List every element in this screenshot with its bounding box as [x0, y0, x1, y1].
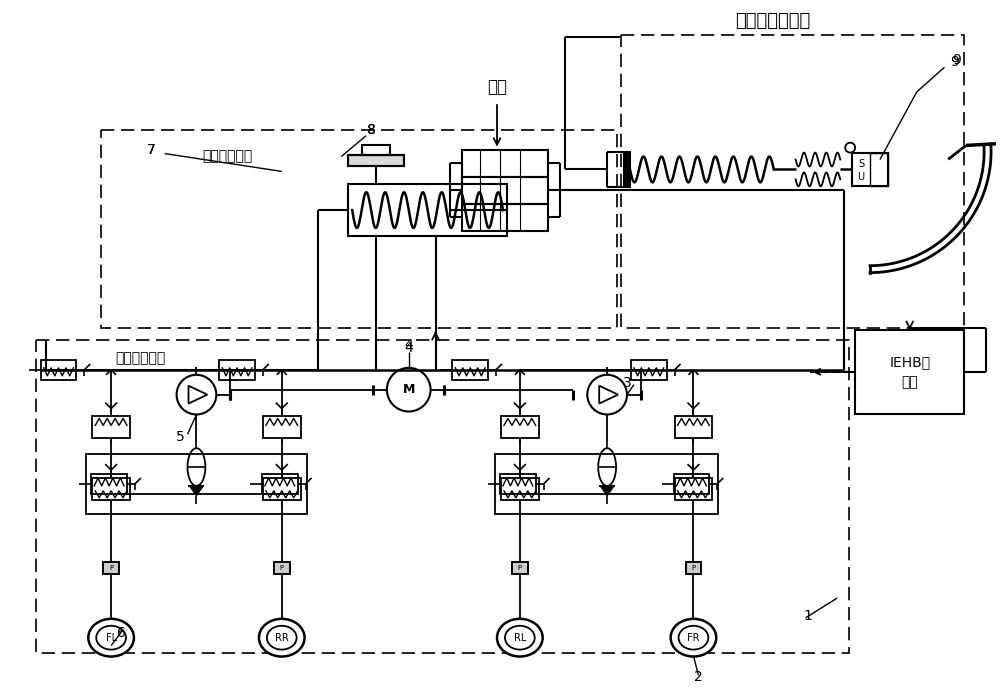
Text: 7: 7 — [146, 142, 155, 156]
Text: 供电: 供电 — [487, 78, 507, 96]
Text: 7: 7 — [146, 142, 155, 156]
Text: 9: 9 — [952, 53, 961, 67]
Text: 制器: 制器 — [901, 375, 918, 389]
Polygon shape — [189, 486, 203, 496]
Text: P: P — [518, 565, 522, 571]
Text: 电动建压装置: 电动建压装置 — [202, 149, 253, 163]
Text: IEHB控: IEHB控 — [889, 355, 930, 369]
Polygon shape — [686, 563, 701, 574]
Ellipse shape — [497, 619, 543, 657]
Text: 9: 9 — [950, 55, 959, 69]
Text: 4: 4 — [404, 338, 413, 352]
Text: 4: 4 — [404, 341, 413, 355]
Text: 踏板行程模拟器: 踏板行程模拟器 — [735, 12, 810, 29]
Text: S: S — [858, 159, 864, 170]
Text: 3: 3 — [623, 376, 631, 389]
Text: RL: RL — [514, 632, 526, 643]
Ellipse shape — [259, 619, 305, 657]
Text: P: P — [109, 565, 113, 571]
Text: FR: FR — [687, 632, 700, 643]
Polygon shape — [348, 154, 404, 166]
Text: 2: 2 — [694, 670, 703, 684]
Text: P: P — [691, 565, 696, 571]
Polygon shape — [624, 151, 630, 187]
Text: FL: FL — [106, 632, 117, 643]
Text: 6: 6 — [117, 625, 125, 640]
Polygon shape — [512, 563, 528, 574]
Polygon shape — [103, 563, 119, 574]
Text: 液压调节单元: 液压调节单元 — [115, 351, 165, 365]
Text: M: M — [403, 383, 415, 396]
Text: U: U — [858, 172, 865, 182]
Text: 8: 8 — [367, 123, 375, 137]
Ellipse shape — [88, 619, 134, 657]
Ellipse shape — [671, 619, 716, 657]
Text: 5: 5 — [176, 430, 185, 445]
Text: P: P — [280, 565, 284, 571]
Polygon shape — [274, 563, 290, 574]
Text: RR: RR — [275, 632, 289, 643]
Text: 1: 1 — [803, 609, 812, 623]
Text: 8: 8 — [367, 123, 375, 137]
Polygon shape — [600, 486, 614, 496]
